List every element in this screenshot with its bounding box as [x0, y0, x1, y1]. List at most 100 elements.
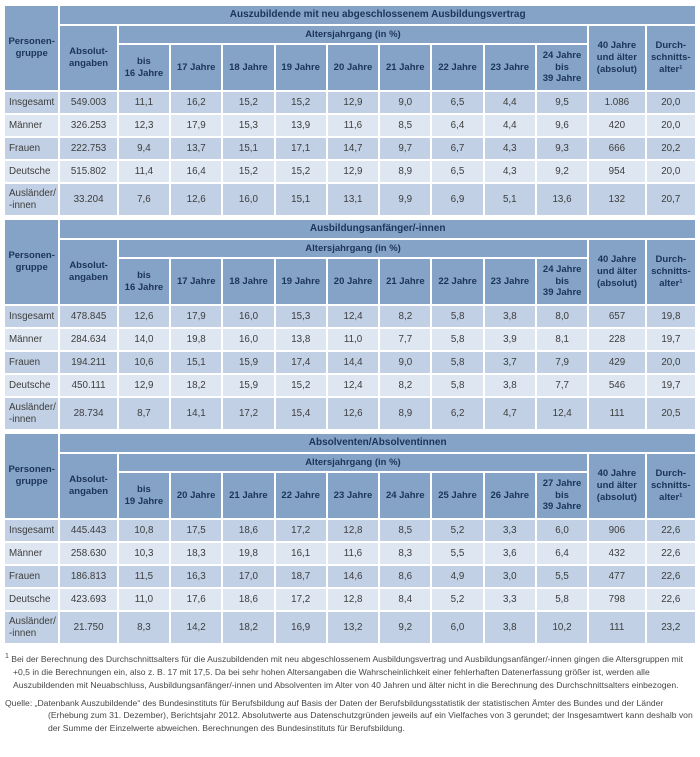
absolute-value: 21.750 — [60, 612, 117, 643]
age-share-value: 16,1 — [275, 543, 326, 564]
row-label: Insgesamt — [5, 306, 59, 327]
older-value: 111 — [589, 612, 645, 643]
older-header: 40 Jahre und älter (absolut) — [589, 454, 645, 518]
section-table-1: Personen- gruppe Auszubildende mit neu ab… — [3, 4, 697, 217]
age-share-value: 6,2 — [432, 398, 483, 429]
row-label: Deutsche — [5, 589, 59, 610]
table-row: Männer 326.253 12,3 17,9 15,3 13,9 11,6 8,5 6,4 4… — [5, 115, 695, 136]
age-share-value: 8,4 — [380, 589, 431, 610]
absolute-value: 33.204 — [60, 184, 117, 215]
age-share-value: 14,4 — [327, 352, 379, 373]
age-share-value: 4,3 — [484, 161, 535, 182]
age-share-value: 19,8 — [171, 329, 222, 350]
age-share-value: 3,3 — [484, 520, 535, 541]
table-row: Deutsche 515.802 11,4 16,4 15,2 15,2 12,9 8,9 6,… — [5, 161, 695, 182]
age-share-value: 17,9 — [171, 115, 222, 136]
age-share-value: 12,6 — [327, 398, 379, 429]
avg-age-value: 20,0 — [646, 352, 695, 373]
age-share-value: 18,6 — [223, 589, 274, 610]
avg-age-value: 19,7 — [646, 375, 695, 396]
absolute-value: 478.845 — [60, 306, 117, 327]
age-column-header: 20 Jahre — [327, 259, 379, 304]
age-share-value: 3,8 — [484, 375, 536, 396]
table-row: Deutsche 450.111 12,9 18,2 15,9 15,2 12,4 8,2 5,… — [5, 375, 695, 396]
older-value: 477 — [589, 566, 645, 587]
age-share-value: 14,2 — [171, 612, 222, 643]
table-row: Ausländer/ -innen 33.204 7,6 12,6 16,0 15,1 13… — [5, 184, 695, 215]
row-label: Deutsche — [5, 375, 59, 396]
age-column-header: 17 Jahre — [171, 45, 222, 90]
footnotes: 1 Bei der Berechnung des Durchschnittsal… — [3, 646, 697, 735]
age-share-value: 3,3 — [484, 589, 535, 610]
table-row: Frauen 194.211 10,6 15,1 15,9 17,4 14,4 9,0 5,8 3… — [5, 352, 695, 373]
absolute-value: 258.630 — [60, 543, 117, 564]
age-column-header: 21 Jahre — [380, 259, 431, 304]
age-share-value: 12,9 — [327, 92, 379, 113]
age-column-header: 24 Jahre bis 39 Jahre — [537, 259, 588, 304]
absolute-header: Absolut- angaben — [60, 240, 117, 304]
age-share-value: 8,5 — [380, 115, 431, 136]
age-share-value: 5,8 — [432, 329, 483, 350]
age-share-value: 11,6 — [327, 543, 379, 564]
avg-age-value: 20,0 — [646, 115, 695, 136]
absolute-header: Absolut- angaben — [60, 454, 117, 518]
age-cohort-header: Altersjahrgang (in %) — [118, 26, 588, 43]
older-value: 798 — [589, 589, 645, 610]
age-column-header: 25 Jahre — [432, 473, 483, 518]
age-column-header: 17 Jahre — [171, 259, 222, 304]
row-label: Insgesamt — [5, 520, 59, 541]
section-title: Auszubildende mit neu abgeschlossenem Au… — [60, 6, 695, 24]
absolute-value: 515.802 — [60, 161, 117, 182]
age-share-value: 6,5 — [432, 92, 483, 113]
age-share-value: 3,8 — [484, 612, 535, 643]
age-share-value: 4,4 — [484, 115, 535, 136]
row-label: Frauen — [5, 138, 59, 159]
avg-age-header: Durch- schnitts- alter¹ — [646, 26, 695, 90]
avg-age-header: Durch- schnitts- alter¹ — [646, 240, 695, 304]
age-share-value: 13,9 — [275, 115, 326, 136]
age-share-value: 7,7 — [380, 329, 431, 350]
avg-age-value: 20,7 — [646, 184, 695, 215]
avg-age-value: 20,0 — [646, 92, 695, 113]
older-value: 132 — [589, 184, 645, 215]
age-share-value: 9,4 — [118, 138, 170, 159]
age-share-value: 15,2 — [275, 92, 326, 113]
age-share-value: 16,0 — [223, 329, 274, 350]
age-share-value: 9,2 — [536, 161, 588, 182]
age-share-value: 12,9 — [118, 375, 170, 396]
age-share-value: 18,6 — [223, 520, 274, 541]
absolute-value: 326.253 — [60, 115, 117, 136]
age-share-value: 3,0 — [484, 566, 535, 587]
age-column-header: 21 Jahre — [223, 473, 274, 518]
age-share-value: 5,8 — [432, 306, 483, 327]
absolute-value: 194.211 — [60, 352, 117, 373]
age-share-value: 9,9 — [380, 184, 431, 215]
age-share-value: 10,6 — [118, 352, 170, 373]
table-row: Insgesamt 445.443 10,8 17,5 18,6 17,2 12,8 8,5 5… — [5, 520, 695, 541]
age-share-value: 15,4 — [275, 398, 326, 429]
avg-age-value: 22,6 — [646, 589, 695, 610]
age-share-value: 14,0 — [118, 329, 170, 350]
age-column-header: 22 Jahre — [275, 473, 326, 518]
age-share-value: 18,7 — [275, 566, 326, 587]
age-share-value: 13,6 — [536, 184, 588, 215]
age-share-value: 15,2 — [275, 375, 326, 396]
age-column-header: 22 Jahre — [432, 45, 483, 90]
age-share-value: 19,8 — [223, 543, 274, 564]
age-cohort-header: Altersjahrgang (in %) — [118, 454, 588, 471]
age-share-value: 17,0 — [223, 566, 274, 587]
age-share-value: 17,2 — [223, 398, 274, 429]
age-share-value: 11,4 — [118, 161, 170, 182]
table-row: Ausländer/ -innen 28.734 8,7 14,1 17,2 15,4 12… — [5, 398, 695, 429]
age-column-header: 24 Jahre — [380, 473, 431, 518]
age-share-value: 7,7 — [537, 375, 588, 396]
table-row: Insgesamt 549.003 11,1 16,2 15,2 15,2 12,9 9,0 6… — [5, 92, 695, 113]
age-cohort-header: Altersjahrgang (in %) — [118, 240, 588, 257]
section-table-3: Personen- gruppe Absolventen/Absolventinn… — [3, 432, 697, 645]
age-share-value: 16,4 — [171, 161, 222, 182]
age-share-value: 6,0 — [432, 612, 483, 643]
age-share-value: 3,6 — [484, 543, 535, 564]
age-share-value: 8,9 — [380, 161, 431, 182]
older-value: 657 — [589, 306, 645, 327]
row-label: Ausländer/ -innen — [5, 184, 59, 215]
